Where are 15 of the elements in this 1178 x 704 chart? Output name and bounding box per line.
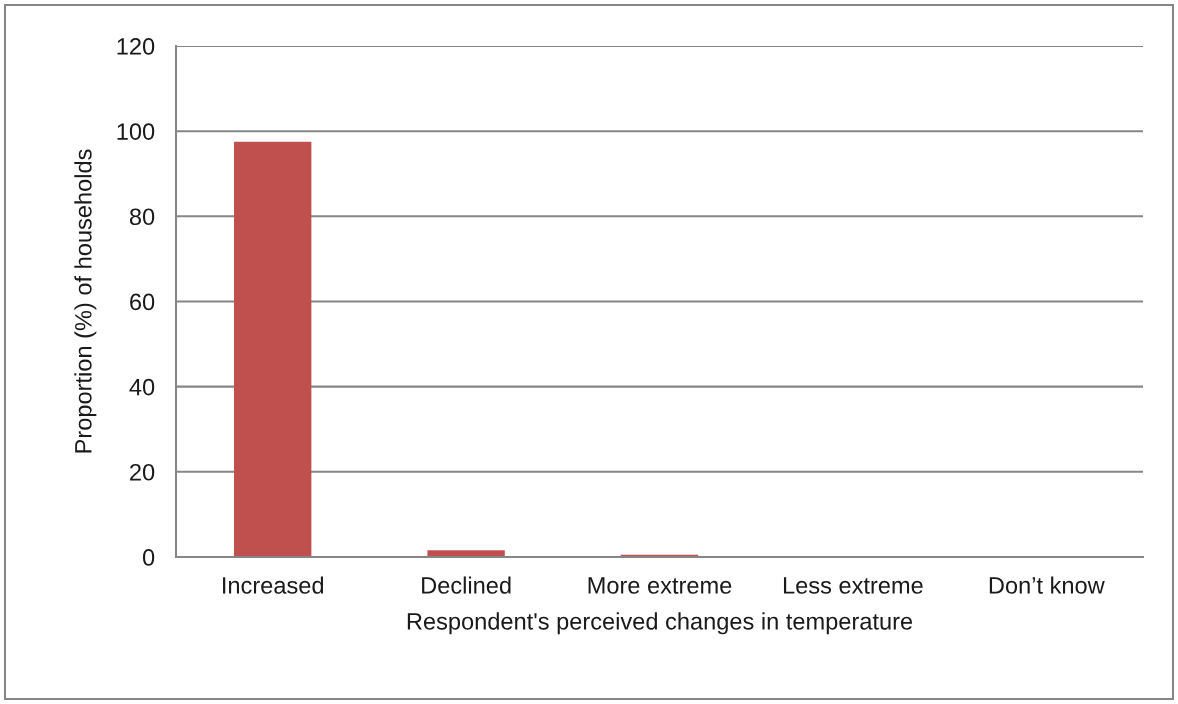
y-tick-label: 100 [117, 123, 155, 140]
x-tick-label: Increased [223, 576, 324, 594]
x-tick-label: More extreme [588, 577, 732, 594]
x-tick-label: Don’t know [989, 576, 1105, 594]
y-tick-label: 80 [129, 208, 155, 226]
x-axis-title: Respondent's perceived changes in temperature [407, 612, 913, 635]
y-tick-label: 40 [129, 378, 155, 396]
y-tick-label: 60 [130, 293, 155, 311]
y-tick-label: 0 [142, 549, 155, 566]
y-axis-title: Proportion (%) of households [74, 149, 97, 453]
bar [234, 141, 312, 557]
y-tick-label: 20 [130, 463, 155, 481]
x-tick-label: Less extreme [783, 577, 923, 594]
x-tick-label: Declined [422, 576, 511, 594]
y-tick-label: 120 [117, 38, 155, 55]
